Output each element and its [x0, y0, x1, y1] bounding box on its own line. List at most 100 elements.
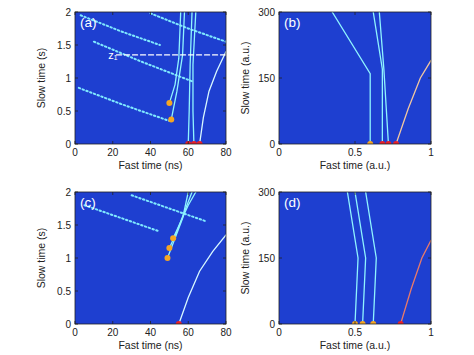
- y-axis-label: Slow time (a.u.): [239, 222, 251, 295]
- y-tick: [223, 78, 226, 79]
- x-tick: [188, 141, 189, 144]
- y-tick: [428, 144, 431, 145]
- frame: [75, 12, 226, 144]
- y-axis-label: Slow time (a.u.): [239, 42, 251, 115]
- x-tick-label: 0.5: [348, 147, 362, 158]
- figure: 02040608000.511.52Fast time (ns)Slow tim…: [0, 0, 474, 355]
- x-tick: [279, 141, 280, 144]
- start-point: [379, 141, 385, 144]
- trace: [379, 12, 388, 144]
- x-tick-label: 40: [145, 327, 157, 338]
- frame: [279, 12, 431, 144]
- y-tick-label: 1: [65, 73, 71, 84]
- y-tick: [75, 78, 78, 79]
- y-tick-label: 1.5: [57, 220, 71, 231]
- y-tick-label: 2: [65, 187, 71, 198]
- x-tick: [112, 321, 113, 324]
- y-tick: [279, 258, 282, 259]
- x-tick: [279, 192, 280, 195]
- start-point: [393, 141, 399, 144]
- y-tick: [428, 12, 431, 13]
- x-tick: [188, 192, 189, 195]
- y-tick-label: 0.5: [57, 286, 71, 297]
- x-tick: [226, 141, 227, 144]
- y-tick: [223, 45, 226, 46]
- plot-area: [332, 12, 431, 144]
- y-tick: [279, 12, 282, 13]
- x-tick: [75, 141, 76, 144]
- x-tick-label: 1: [428, 327, 434, 338]
- y-tick-label: 0: [269, 139, 275, 150]
- annotation: z₁: [108, 49, 118, 61]
- y-tick: [428, 258, 431, 259]
- y-tick: [279, 144, 282, 145]
- x-tick: [355, 321, 356, 324]
- trace: [401, 240, 431, 324]
- y-tick: [75, 324, 78, 325]
- x-tick: [112, 141, 113, 144]
- x-tick: [112, 192, 113, 195]
- plot-background: [75, 12, 226, 144]
- y-tick-label: 0: [65, 319, 71, 330]
- trace: [169, 12, 180, 103]
- plot-background: [75, 192, 226, 324]
- x-tick-label: 20: [107, 147, 119, 158]
- trace: [347, 192, 358, 324]
- x-tick-label: 0: [72, 327, 78, 338]
- panel-label: (b): [284, 15, 301, 30]
- x-tick: [431, 192, 432, 195]
- trace: [396, 60, 431, 144]
- start-point: [370, 321, 376, 324]
- start-point: [398, 321, 404, 324]
- y-tick: [223, 12, 226, 13]
- trace: [188, 12, 192, 144]
- start-point: [367, 141, 373, 144]
- y-tick-label: 0: [269, 319, 275, 330]
- start-point: [170, 235, 176, 241]
- y-tick-label: 300: [258, 7, 275, 18]
- x-tick-label: 1: [428, 147, 434, 158]
- x-axis-label: Fast time (ns): [118, 339, 182, 351]
- x-axis-label: Fast time (a.u.): [320, 159, 391, 171]
- x-tick: [150, 141, 151, 144]
- x-tick: [431, 321, 432, 324]
- y-tick: [75, 225, 78, 226]
- x-tick: [150, 12, 151, 15]
- x-axis-label: Fast time (ns): [118, 159, 182, 171]
- x-tick-label: 0.5: [348, 327, 362, 338]
- plot-area: [347, 192, 431, 324]
- x-tick-label: 0: [276, 327, 282, 338]
- x-tick: [355, 12, 356, 15]
- panel-label: (c): [80, 195, 96, 210]
- y-tick: [75, 291, 78, 292]
- y-tick: [75, 12, 78, 13]
- trace: [84, 205, 160, 231]
- y-tick: [75, 144, 78, 145]
- plot-area: [79, 12, 226, 144]
- y-tick-label: 150: [258, 253, 275, 264]
- start-point: [352, 321, 358, 324]
- y-tick: [223, 144, 226, 145]
- trace: [171, 12, 184, 120]
- y-tick: [223, 111, 226, 112]
- x-tick: [112, 12, 113, 15]
- trace: [173, 192, 196, 238]
- y-tick: [223, 291, 226, 292]
- trace: [355, 192, 366, 324]
- panel: 00.510150300Fast time (a.u.)Slow time (a…: [239, 7, 434, 172]
- x-tick: [226, 192, 227, 195]
- x-tick-label: 0: [276, 147, 282, 158]
- x-tick: [279, 321, 280, 324]
- y-tick-label: 1: [65, 253, 71, 264]
- start-point: [164, 255, 170, 261]
- y-tick-label: 0: [65, 139, 71, 150]
- y-tick: [428, 324, 431, 325]
- x-tick: [355, 141, 356, 144]
- start-point: [166, 100, 172, 106]
- x-tick: [75, 12, 76, 15]
- start-point: [168, 117, 174, 123]
- panel-label: (d): [284, 195, 301, 210]
- x-tick-label: 0: [72, 147, 78, 158]
- y-tick: [75, 258, 78, 259]
- trace: [94, 42, 192, 82]
